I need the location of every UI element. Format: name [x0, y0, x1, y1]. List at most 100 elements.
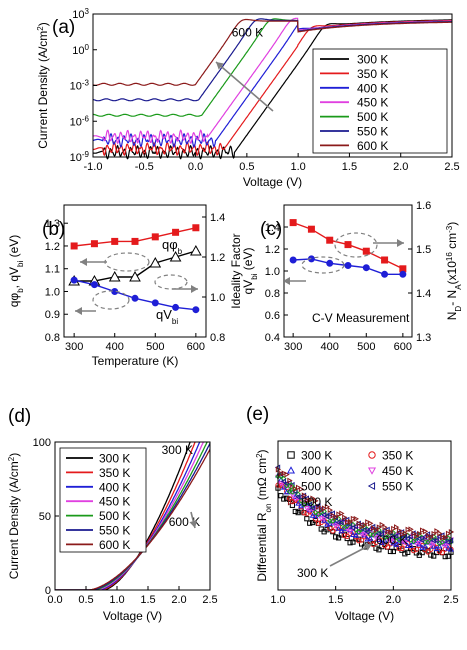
data-point-600K	[284, 471, 290, 478]
data-point-600K	[443, 534, 449, 541]
data-point-450K	[427, 542, 434, 548]
legend-label: 350 K	[382, 449, 413, 463]
data-point-500K	[370, 532, 376, 538]
y-left-tick-label: 0.4	[265, 332, 280, 344]
legend-marker	[367, 481, 376, 491]
legend-marker	[287, 497, 296, 506]
legend-label: 450 K	[99, 495, 130, 509]
data-point-qVbi	[131, 294, 139, 302]
data-point-600K	[319, 507, 325, 514]
data-point-450K	[401, 540, 408, 546]
data-point-350K	[356, 538, 362, 544]
legend-label: 500 K	[301, 480, 332, 494]
temperature-arrow-head	[189, 520, 198, 528]
data-point-350K	[312, 516, 319, 522]
ellipse-qphi	[104, 252, 150, 272]
y-tick-label: 10-6	[70, 114, 90, 129]
data-point-500K	[425, 539, 431, 545]
data-point-300K	[419, 550, 425, 556]
data-point-600K	[336, 511, 342, 518]
data-point-450K	[292, 496, 299, 503]
data-point-qVbi	[344, 262, 352, 269]
y-left-tick-label: 1.2	[45, 241, 60, 253]
x-axis-label: Voltage (V)	[243, 175, 302, 189]
legend-label: 450 K	[382, 464, 413, 478]
temperature-arrow-head	[363, 543, 372, 551]
data-point-350K	[399, 545, 405, 552]
data-point-500K	[384, 533, 391, 540]
legend-marker	[368, 451, 376, 459]
x-tick-label: 300	[284, 341, 302, 353]
data-point-450K	[321, 516, 328, 522]
data-point-350K	[439, 550, 445, 556]
y-left-tick-label: 1.1	[45, 264, 60, 276]
curves	[55, 442, 210, 590]
plot-frame	[277, 440, 452, 591]
data-point-qVbi	[399, 270, 407, 278]
data-point-350K	[425, 549, 431, 555]
y-tick-label: 10-3	[70, 78, 90, 93]
y-right-tick-label: 1.6	[416, 200, 431, 212]
data-point-400K	[321, 517, 328, 523]
data-point-300K	[335, 535, 342, 541]
data-point-550K	[361, 526, 367, 533]
y-right-tick-label: 1.2	[210, 252, 225, 264]
data-point-600K	[385, 528, 391, 535]
data-point-550K	[306, 501, 312, 508]
data-point-qVbi	[90, 281, 98, 289]
data-point-600K	[359, 523, 365, 530]
x-tick-label: 300	[65, 341, 83, 353]
data-point-450K	[332, 523, 339, 529]
legend-label: 350 K	[99, 466, 130, 480]
temperature-arrow	[329, 543, 373, 567]
data-point-350K	[413, 546, 419, 552]
data-point-600K	[419, 527, 426, 534]
data-point-550K	[352, 523, 359, 530]
data-point-600K	[411, 530, 417, 537]
data-point-600K	[313, 497, 319, 504]
data-point-600K	[370, 525, 377, 532]
y-left-tick-label: 0.8	[265, 288, 280, 300]
plot-frame	[63, 204, 207, 338]
data-point-600K	[402, 530, 408, 537]
legend-marker	[286, 466, 296, 474]
data-point-600K	[316, 503, 322, 510]
data-point-400K	[309, 512, 316, 518]
annotation-600K: 600 K	[232, 26, 263, 40]
data-point-350K	[327, 525, 333, 531]
data-point-600K	[345, 519, 351, 526]
data-point-400K	[350, 531, 356, 537]
data-point-600K	[342, 514, 348, 521]
data-point-300K	[373, 545, 379, 551]
data-point-450K	[413, 540, 420, 547]
x-tick-label: 1.0	[109, 594, 124, 606]
y-right-tick-label: 1.3	[416, 332, 431, 344]
data-point-300K	[393, 545, 399, 551]
series-line-600K	[55, 448, 210, 590]
data-point-400K	[436, 543, 443, 549]
data-point-Ideality	[149, 256, 162, 268]
data-point-600K	[376, 524, 383, 531]
data-point-350K	[436, 549, 443, 555]
data-point-350K	[281, 483, 287, 489]
x-tick-label: 0.5	[78, 594, 93, 606]
data-point-450K	[442, 543, 449, 549]
ellipse-vbi	[301, 256, 345, 274]
data-point-600K	[333, 514, 339, 520]
data-point-400K	[445, 545, 452, 551]
data-point-550K	[444, 539, 451, 546]
data-point-300K	[324, 527, 330, 533]
data-point-ND-NA	[289, 219, 297, 227]
data-point-300K	[445, 553, 451, 559]
data-point-300K	[333, 534, 339, 540]
x-tick-label: 2.0	[393, 161, 408, 173]
qphi-label: qφb	[162, 237, 183, 256]
annotation-600K: 600 K	[376, 533, 407, 547]
data-point-550K	[387, 530, 393, 537]
y-right-tick-label: 1.4	[210, 212, 225, 224]
x-tick-label: 2.0	[171, 594, 186, 606]
data-point-Ideality	[129, 270, 141, 282]
qvbi-label: qVbi	[156, 307, 178, 326]
legend-label: 400 K	[301, 464, 332, 478]
data-point-350K	[286, 495, 293, 502]
